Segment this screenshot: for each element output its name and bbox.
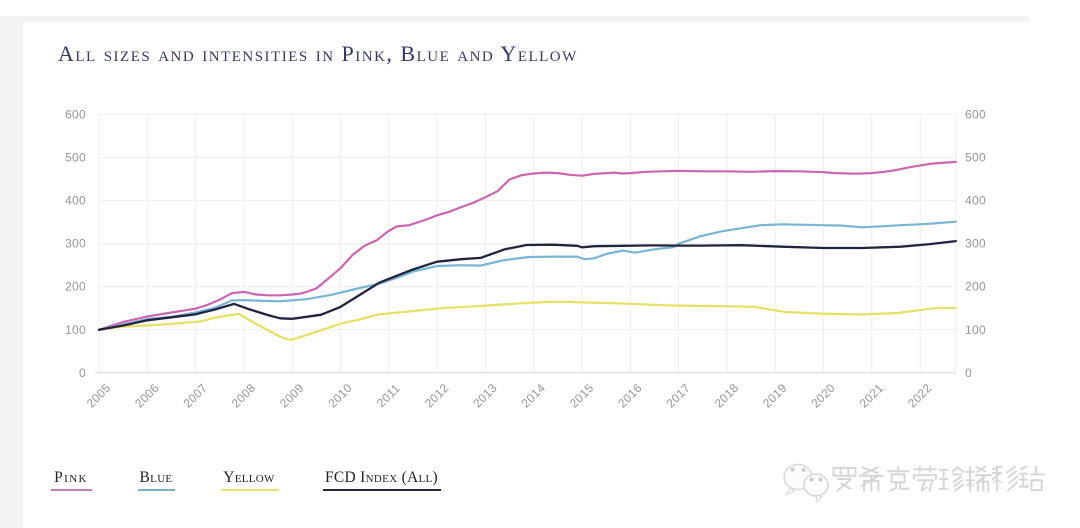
- svg-text:2015: 2015: [567, 381, 597, 411]
- svg-text:300: 300: [65, 237, 86, 251]
- svg-text:500: 500: [965, 151, 986, 165]
- svg-text:2010: 2010: [325, 381, 355, 411]
- svg-text:2011: 2011: [374, 381, 403, 410]
- svg-text:300: 300: [965, 237, 986, 251]
- svg-text:500: 500: [65, 151, 86, 165]
- svg-text:100: 100: [965, 323, 986, 337]
- svg-text:2018: 2018: [712, 381, 742, 411]
- svg-text:2020: 2020: [808, 381, 838, 411]
- svg-text:2006: 2006: [132, 381, 162, 411]
- svg-text:200: 200: [65, 280, 86, 294]
- svg-text:0: 0: [965, 366, 972, 380]
- svg-text:2017: 2017: [663, 381, 693, 411]
- svg-text:2014: 2014: [519, 381, 549, 411]
- svg-text:0: 0: [79, 366, 86, 380]
- svg-text:400: 400: [965, 194, 986, 208]
- svg-text:2009: 2009: [277, 381, 307, 411]
- svg-text:600: 600: [65, 108, 86, 122]
- svg-text:2013: 2013: [470, 381, 500, 411]
- svg-text:100: 100: [65, 323, 86, 337]
- svg-text:2007: 2007: [180, 381, 210, 411]
- svg-text:2008: 2008: [229, 381, 259, 411]
- svg-text:2019: 2019: [760, 381, 790, 411]
- svg-text:2005: 2005: [84, 381, 114, 411]
- svg-text:2016: 2016: [615, 381, 645, 411]
- svg-text:2021: 2021: [857, 381, 887, 411]
- svg-text:2012: 2012: [422, 381, 452, 411]
- svg-text:400: 400: [65, 194, 86, 208]
- svg-text:600: 600: [965, 108, 986, 122]
- svg-text:2022: 2022: [905, 381, 935, 411]
- svg-text:200: 200: [965, 280, 986, 294]
